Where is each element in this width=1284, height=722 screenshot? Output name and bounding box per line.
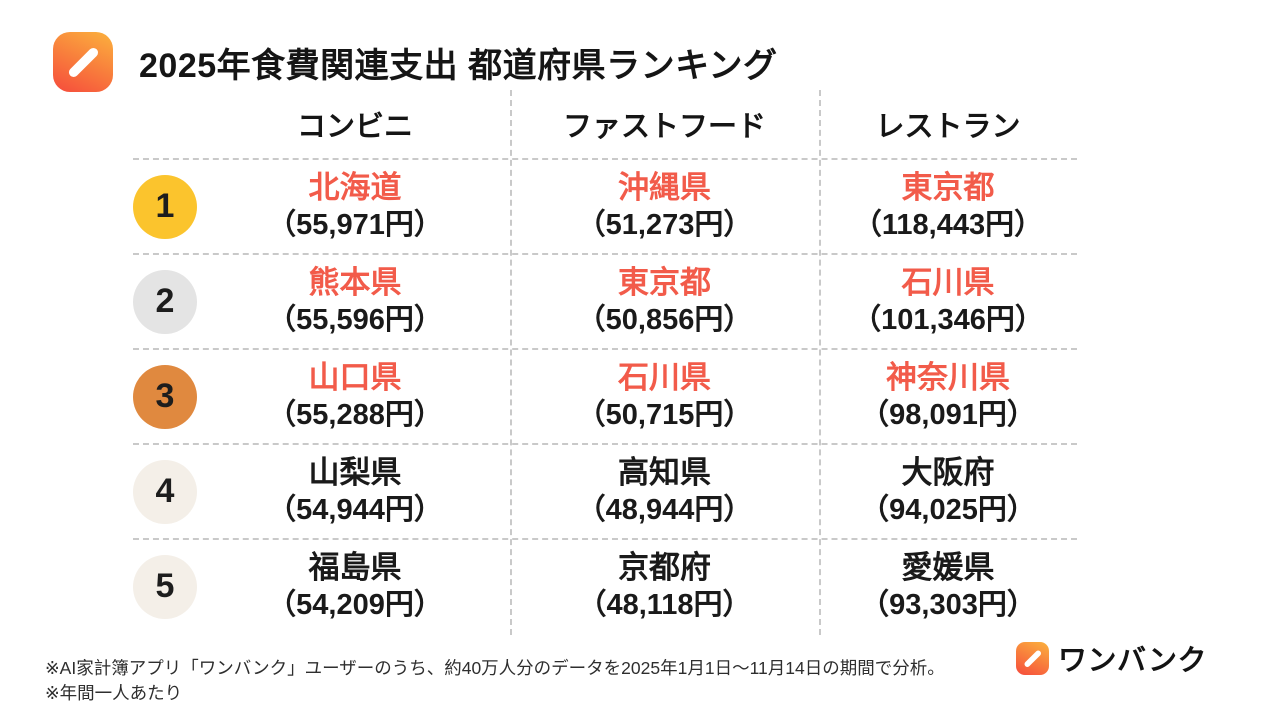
column-divider — [510, 90, 512, 635]
footnotes: ※AI家計簿アプリ「ワンバンク」ユーザーのうち、約40万人分のデータを2025年… — [45, 656, 945, 707]
table-cell: 神奈川県 （98,091円） — [819, 360, 1077, 433]
prefecture-name: 沖縄県 — [618, 169, 711, 205]
prefecture-name: 山梨県 — [308, 454, 402, 490]
prefecture-name: 山口県 — [308, 359, 402, 395]
column-header-convenience: コンビニ — [296, 111, 413, 143]
brand-logo: ワンバンク — [1016, 637, 1207, 679]
amount-value: （118,443円） — [852, 209, 1044, 242]
rank-badge: 1 — [133, 174, 197, 239]
table-row: 5 福島県 （54,209円） 京都府 （48,118円） 愛媛県 （93,30… — [133, 540, 1077, 633]
rank-badge: 3 — [133, 364, 197, 429]
prefecture-name: 東京都 — [901, 169, 995, 205]
table-cell: 北海道 （55,971円） — [200, 170, 510, 243]
rank-number: 3 — [155, 377, 175, 415]
prefecture-name: 愛媛県 — [901, 549, 995, 585]
brand-name: ワンバンク — [1058, 645, 1207, 677]
prefecture-name: 大阪府 — [901, 454, 995, 490]
amount-value: （55,596円） — [267, 304, 443, 337]
table-cell: 京都府 （48,118円） — [510, 550, 819, 623]
amount-value: （101,346円） — [852, 304, 1044, 337]
table-row: 4 山梨県 （54,944円） 高知県 （48,944円） 大阪府 （94,02… — [133, 445, 1077, 540]
rank-number: 4 — [155, 472, 175, 510]
pencil-slash-icon — [1016, 641, 1049, 675]
page-title: 2025年食費関連支出 都道府県ランキング — [139, 46, 778, 85]
page-header: 2025年食費関連支出 都道府県ランキング — [53, 32, 778, 92]
table-cell: 石川県 （50,715円） — [510, 360, 819, 433]
table-cell: 高知県 （48,944円） — [510, 455, 819, 528]
table-cell: 山梨県 （54,944円） — [200, 455, 510, 528]
prefecture-name: 神奈川県 — [886, 359, 1010, 395]
amount-value: （98,091円） — [860, 399, 1036, 432]
prefecture-name: 東京都 — [618, 264, 711, 300]
footnote-line-2: ※年間一人あたり — [45, 683, 183, 704]
column-divider — [819, 90, 821, 635]
table-row: 3 山口県 （55,288円） 石川県 （50,715円） 神奈川県 （98,0… — [133, 350, 1077, 445]
table-cell: 愛媛県 （93,303円） — [819, 550, 1077, 623]
table-cell: 大阪府 （94,025円） — [819, 455, 1077, 528]
rank-badge: 5 — [133, 554, 197, 619]
prefecture-name: 京都府 — [618, 549, 711, 585]
pencil-slash-icon — [53, 32, 113, 92]
amount-value: （51,273円） — [576, 209, 753, 242]
footnote-line-1: ※AI家計簿アプリ「ワンバンク」ユーザーのうち、約40万人分のデータを2025年… — [45, 658, 945, 678]
rank-badge: 2 — [133, 269, 197, 334]
amount-value: （48,118円） — [577, 589, 752, 622]
amount-value: （93,303円） — [860, 589, 1036, 622]
rank-badge: 4 — [133, 459, 197, 524]
table-row: 2 熊本県 （55,596円） 東京都 （50,856円） 石川県 （101,3… — [133, 255, 1077, 350]
amount-value: （54,209円） — [267, 589, 443, 622]
table-header-row: コンビニ ファストフード レストラン — [133, 90, 1077, 160]
prefecture-name: 石川県 — [618, 359, 711, 395]
amount-value: （48,944円） — [576, 494, 753, 527]
amount-value: （50,715円） — [576, 399, 753, 432]
prefecture-name: 高知県 — [618, 454, 711, 490]
table-cell: 東京都 （118,443円） — [819, 170, 1077, 243]
prefecture-name: 熊本県 — [308, 264, 402, 300]
table-cell: 沖縄県 （51,273円） — [510, 170, 819, 243]
rank-number: 5 — [155, 567, 175, 605]
rank-number: 1 — [155, 187, 175, 225]
amount-value: （54,944円） — [267, 494, 443, 527]
table-cell: 石川県 （101,346円） — [819, 265, 1077, 338]
amount-value: （94,025円） — [860, 494, 1036, 527]
prefecture-name: 北海道 — [308, 169, 402, 205]
amount-value: （55,288円） — [267, 399, 443, 432]
prefecture-name: 石川県 — [901, 264, 995, 300]
table-cell: 熊本県 （55,596円） — [200, 265, 510, 338]
rank-number: 2 — [155, 282, 175, 320]
table-cell: 東京都 （50,856円） — [510, 265, 819, 338]
table-cell: 山口県 （55,288円） — [200, 360, 510, 433]
column-header-restaurant: レストラン — [875, 111, 1021, 143]
prefecture-name: 福島県 — [308, 549, 402, 585]
table-cell: 福島県 （54,209円） — [200, 550, 510, 623]
column-header-fastfood: ファストフード — [562, 111, 766, 143]
ranking-table: コンビニ ファストフード レストラン 1 北海道 （55,971円） 沖縄県 （… — [133, 90, 1077, 635]
table-row: 1 北海道 （55,971円） 沖縄県 （51,273円） 東京都 （118,4… — [133, 160, 1077, 255]
amount-value: （55,971円） — [267, 209, 443, 242]
amount-value: （50,856円） — [576, 304, 753, 337]
